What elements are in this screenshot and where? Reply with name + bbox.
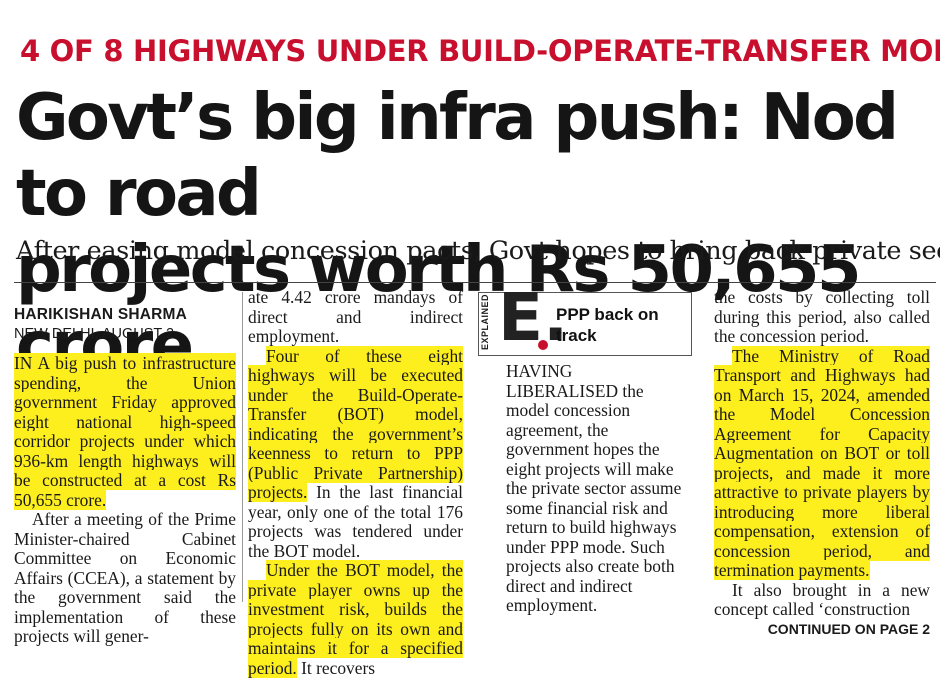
- article-column-4: the costs by collecting toll during this…: [714, 287, 930, 639]
- highlighted-text: IN A big push to infrastructure spending…: [14, 353, 236, 510]
- highlighted-text: Four of these eight highways will be exe…: [248, 345, 463, 502]
- paragraph: HAVING LIBERALISED the model concession …: [506, 361, 682, 615]
- explained-body: HAVING LIBERALISED the model concession …: [506, 361, 682, 616]
- article-column-1: HARIKISHAN SHARMA NEW DELHI, AUGUST 2 IN…: [14, 288, 236, 647]
- paragraph: Four of these eight highways will be exe…: [248, 345, 463, 562]
- paragraph-text: It recovers: [296, 657, 375, 678]
- explained-dot-icon: [538, 340, 548, 350]
- headline-line-1: Govt’s big infra push: Nod to road: [16, 81, 899, 231]
- paragraph: Under the BOT model, the private player …: [248, 560, 463, 678]
- kicker-headline: 4 OF 8 HIGHWAYS UNDER BUILD-OPERATE-TRAN…: [20, 34, 940, 68]
- dateline: NEW DELHI, AUGUST 2: [14, 325, 175, 342]
- highlighted-text: The Ministry of Road Transport and Highw…: [714, 345, 930, 580]
- column-divider: [242, 292, 243, 602]
- continued-on-page-link[interactable]: CONTINUED ON PAGE 2: [767, 620, 930, 637]
- main-headline: Govt’s big infra push: Nod to road proje…: [16, 80, 936, 384]
- paragraph: ate 4.42 crore mandays of direct and ind…: [248, 287, 463, 346]
- paragraph: the costs by collecting toll during this…: [714, 287, 930, 346]
- explained-title: PPP back on track: [556, 305, 659, 345]
- explained-label: EXPLAINED: [480, 294, 490, 351]
- article-column-2: ate 4.42 crore mandays of direct and ind…: [248, 287, 463, 678]
- divider-rule: [14, 282, 936, 283]
- explained-e-logo: E.: [498, 279, 569, 356]
- paragraph: The Ministry of Road Transport and Highw…: [714, 345, 930, 581]
- paragraph: After a meeting of the Prime Minister-ch…: [14, 509, 236, 646]
- explained-box: [478, 292, 692, 356]
- subheadline: After easing model concession pacts, Gov…: [16, 236, 940, 266]
- paragraph-text: In the last financial year, only one of …: [248, 482, 463, 561]
- byline-author: HARIKISHAN SHARMA: [14, 306, 188, 323]
- lead-paragraph: IN A big push to infrastructure spending…: [14, 353, 236, 510]
- paragraph: It also brought in a new concept called …: [714, 579, 930, 619]
